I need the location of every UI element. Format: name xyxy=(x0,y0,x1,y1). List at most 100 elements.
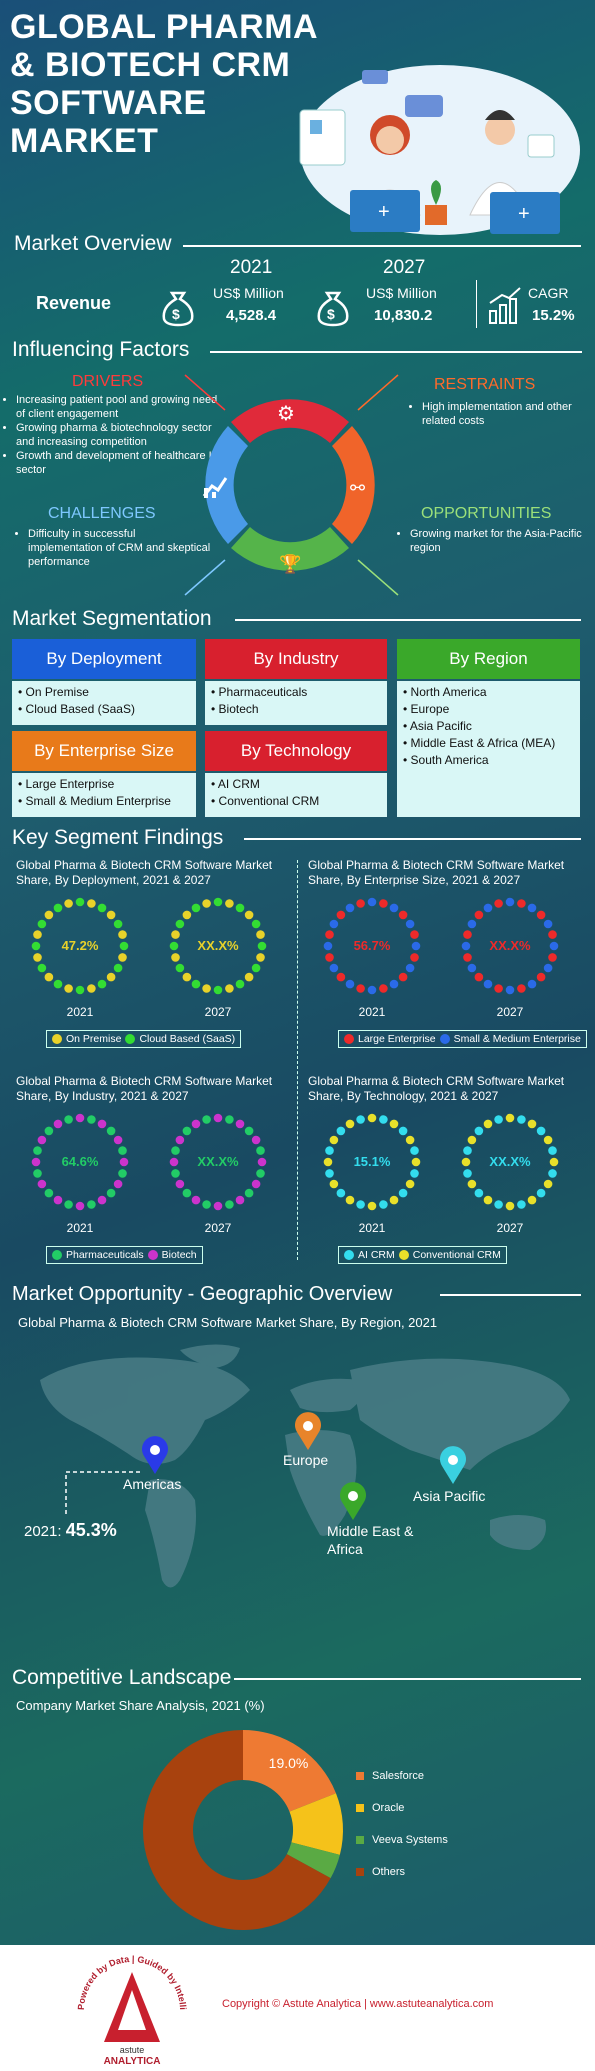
ring-year: 2021 xyxy=(66,1221,94,1235)
ring-dot xyxy=(398,1188,408,1198)
ring-dot xyxy=(213,897,223,907)
legend-swatch xyxy=(125,1034,136,1044)
ring-dot xyxy=(463,1146,472,1155)
challenges-title: CHALLENGES xyxy=(48,505,156,522)
donut-ring: 47.2% 2021 xyxy=(30,896,130,1019)
logo-name: ANALYTICA xyxy=(104,2056,161,2067)
ring-dot xyxy=(483,1195,493,1205)
factors-wheel: ⚙ ⚯ 🏆 xyxy=(184,374,399,596)
map-pin-icon xyxy=(440,1446,466,1484)
ring-dot xyxy=(182,910,192,920)
ring-dot xyxy=(329,1179,339,1189)
overview-heading: Market Overview xyxy=(14,232,172,255)
ring-dot xyxy=(225,899,234,908)
ring-svg xyxy=(323,1113,421,1211)
findings-panel: Global Pharma & Biotech CRM Software Mar… xyxy=(308,1074,588,1274)
ring-dot xyxy=(113,1179,123,1189)
world-map xyxy=(40,1344,570,1588)
list-item: Biotech xyxy=(211,701,381,718)
legend-swatch xyxy=(147,1250,158,1260)
ring-dot xyxy=(202,1115,211,1124)
panel-legend: Large Enterprise Small & Medium Enterpris… xyxy=(338,1030,587,1048)
list-item: On Premise xyxy=(18,684,190,701)
ring-dot xyxy=(75,897,85,907)
ring-dot xyxy=(505,1201,515,1211)
ring-dot xyxy=(213,1201,223,1211)
ring-svg xyxy=(323,897,421,995)
ring-dot xyxy=(474,972,484,982)
segment-list-enterprise: Large Enterprise Small & Medium Enterpri… xyxy=(12,773,196,817)
ring-dot xyxy=(367,985,377,995)
legend-label: Veeva Systems xyxy=(372,1834,448,1846)
segment-header-enterprise: By Enterprise Size xyxy=(12,731,196,771)
ring-dot xyxy=(256,930,265,939)
ring-dot xyxy=(182,1188,192,1198)
panel-legend: On Premise Cloud Based (SaaS) xyxy=(46,1030,242,1048)
list-item: AI CRM xyxy=(211,776,381,793)
ring-dot xyxy=(411,941,421,951)
ring-dot xyxy=(367,1201,377,1211)
ring-dot xyxy=(483,979,493,989)
challenges-list: Difficulty in successful implementation … xyxy=(14,527,213,569)
ring-dot xyxy=(251,1179,261,1189)
list-item: Europe xyxy=(403,701,574,718)
ring-dot xyxy=(336,972,346,982)
ring-dot xyxy=(494,984,503,993)
ring-dot xyxy=(97,979,107,989)
ring-dot xyxy=(106,1188,116,1198)
ring-dot xyxy=(235,1119,245,1129)
segment-list-region: North America Europe Asia Pacific Middle… xyxy=(397,681,580,817)
segment-list-technology: AI CRM Conventional CRM xyxy=(205,773,387,817)
ring-svg xyxy=(461,1113,559,1211)
legend-label: On Premise xyxy=(66,1033,122,1045)
ring-dot xyxy=(87,1200,96,1209)
svg-text:🏆: 🏆 xyxy=(279,553,301,575)
ring-svg xyxy=(169,1113,267,1211)
ring-dot xyxy=(410,1146,419,1155)
ring-dot xyxy=(37,1135,47,1145)
ring-dot xyxy=(536,910,546,920)
ring-value: 47.2% xyxy=(61,938,99,953)
ring-dot xyxy=(325,930,334,939)
title-line: GLOBAL PHARMA xyxy=(10,8,319,46)
copyright[interactable]: Copyright © Astute Analytica | www.astut… xyxy=(222,1998,494,2010)
ring-dot xyxy=(118,1146,127,1155)
ring-dot xyxy=(33,1169,42,1178)
ring-dot xyxy=(106,972,116,982)
legend-label: Salesforce xyxy=(372,1770,424,1782)
geo-heading: Market Opportunity - Geographic Overview xyxy=(12,1283,393,1305)
legend-swatch xyxy=(344,1034,354,1044)
ring-value: XX.X% xyxy=(197,938,239,953)
ring-dot xyxy=(367,1113,377,1123)
page-title: GLOBAL PHARMA & BIOTECH CRM SOFTWARE MAR… xyxy=(10,8,318,160)
list-item: South America xyxy=(403,752,574,769)
ring-dot xyxy=(235,979,245,989)
ring-dot xyxy=(244,1126,254,1136)
competitive-subtitle: Company Market Share Analysis, 2021 (%) xyxy=(16,1698,265,1713)
pie-legend: Salesforce Oracle Veeva Systems Others xyxy=(356,1770,448,1878)
ring-dot xyxy=(389,1119,399,1129)
ring-dot xyxy=(119,941,129,951)
ring-dot xyxy=(548,953,557,962)
ring-dot xyxy=(379,899,388,908)
legend-swatch xyxy=(356,1868,364,1876)
share-label: 2021: xyxy=(24,1523,62,1540)
ring-dot xyxy=(379,984,388,993)
ring-dot xyxy=(505,897,515,907)
legend-swatch xyxy=(52,1250,62,1260)
list-item: Middle East & Africa (MEA) xyxy=(403,735,574,752)
ring-dot xyxy=(323,1157,333,1167)
ring-value: XX.X% xyxy=(489,938,531,953)
cagr-value: 15.2% xyxy=(532,307,575,324)
ring-dot xyxy=(106,910,116,920)
ring-dot xyxy=(87,1115,96,1124)
ring-value: XX.X% xyxy=(489,1154,531,1169)
ring-dot xyxy=(543,919,553,929)
legend-label: Biotech xyxy=(161,1249,197,1261)
ring-dot xyxy=(356,899,365,908)
legend-swatch xyxy=(52,1034,62,1044)
year-2027: 2027 xyxy=(383,257,426,278)
ring-dot xyxy=(356,984,365,993)
ring-dot xyxy=(44,910,54,920)
ring-dot xyxy=(494,1115,503,1124)
